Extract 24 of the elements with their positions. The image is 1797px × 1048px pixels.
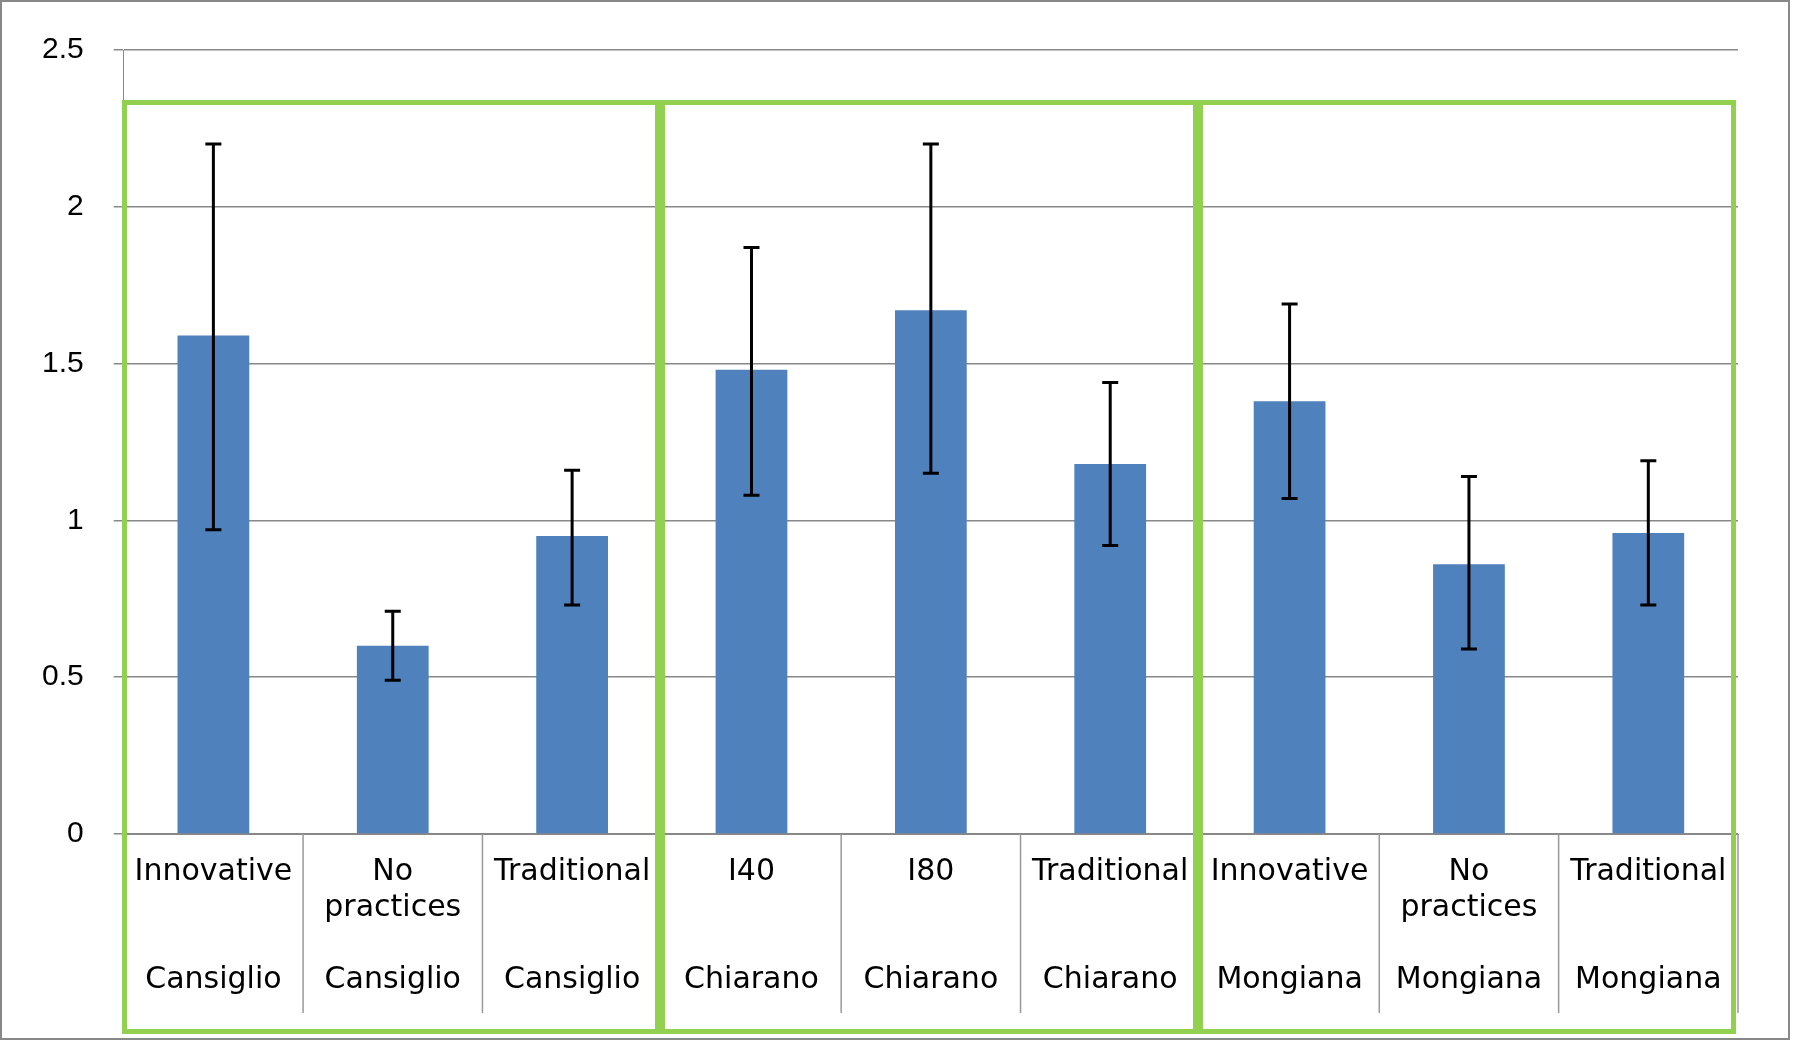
category-label: No practices Mongiana bbox=[1395, 851, 1543, 995]
category-label: Traditional Mongiana bbox=[1570, 851, 1727, 995]
category-label: Innovative Cansiglio bbox=[134, 851, 293, 995]
bar bbox=[1074, 463, 1147, 834]
y-tick-label: 0.5 bbox=[41, 658, 84, 692]
category-label: I40 Chiarano bbox=[684, 851, 819, 995]
bar bbox=[894, 310, 967, 834]
bar bbox=[536, 536, 608, 834]
category-label: No practices Cansiglio bbox=[324, 851, 462, 995]
bar bbox=[356, 645, 429, 834]
category-label: I80 Chiarano bbox=[863, 851, 999, 995]
y-tick-label: 2.5 bbox=[41, 31, 84, 65]
y-tick-label: 1 bbox=[67, 501, 84, 535]
bar bbox=[1433, 564, 1505, 834]
y-tick-label: 1.5 bbox=[41, 344, 84, 378]
category-label: Traditional Cansiglio bbox=[494, 851, 651, 995]
bar bbox=[177, 335, 250, 834]
bar bbox=[1253, 401, 1326, 834]
y-tick-label: 0 bbox=[67, 815, 84, 849]
category-label: Traditional Chiarano bbox=[1032, 851, 1189, 995]
bar bbox=[1612, 532, 1685, 834]
category-label: Innovative Mongiana bbox=[1210, 851, 1369, 995]
y-tick-label: 2 bbox=[67, 188, 84, 222]
bar bbox=[715, 369, 788, 834]
